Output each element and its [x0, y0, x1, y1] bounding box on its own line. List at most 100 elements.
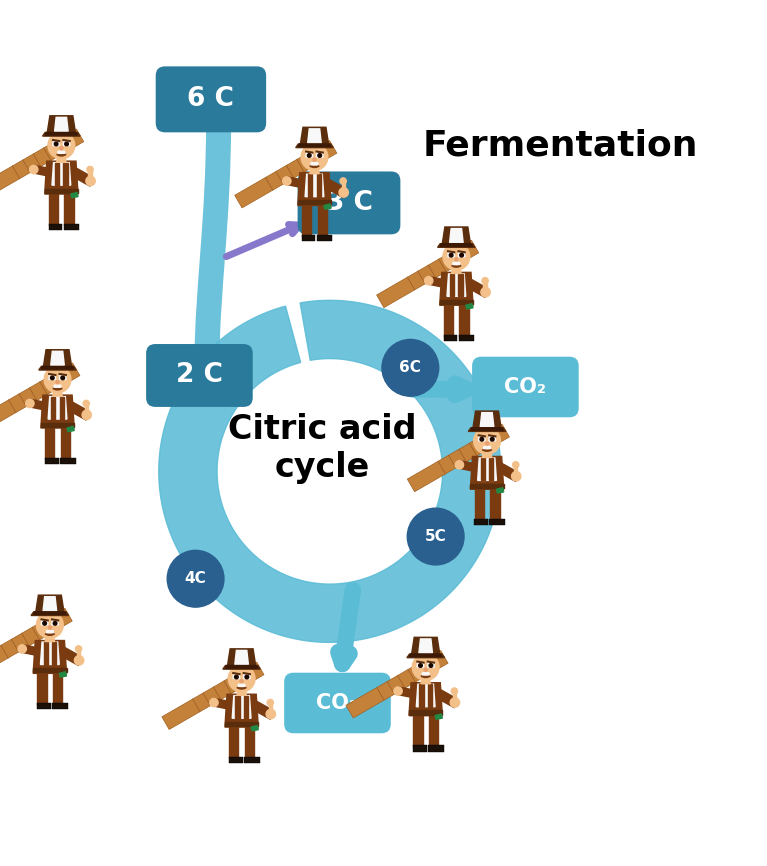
Polygon shape: [449, 229, 463, 242]
Circle shape: [210, 698, 218, 707]
Polygon shape: [459, 274, 463, 296]
Circle shape: [394, 687, 402, 695]
Circle shape: [18, 644, 26, 653]
Polygon shape: [225, 722, 258, 726]
Polygon shape: [422, 673, 430, 675]
Polygon shape: [49, 194, 58, 225]
Polygon shape: [483, 447, 491, 449]
Polygon shape: [410, 654, 442, 656]
Circle shape: [473, 427, 501, 455]
Polygon shape: [51, 352, 64, 365]
Polygon shape: [64, 647, 78, 666]
FancyBboxPatch shape: [146, 344, 253, 407]
Polygon shape: [458, 253, 465, 256]
Polygon shape: [41, 621, 48, 625]
Polygon shape: [377, 240, 479, 307]
Circle shape: [228, 664, 255, 693]
Polygon shape: [84, 404, 87, 410]
Text: CO₂: CO₂: [505, 377, 546, 397]
Polygon shape: [64, 163, 67, 185]
Text: 3 C: 3 C: [325, 190, 373, 216]
Circle shape: [318, 153, 321, 158]
Polygon shape: [317, 236, 332, 242]
Polygon shape: [223, 666, 260, 669]
Polygon shape: [0, 129, 84, 197]
Polygon shape: [54, 117, 68, 132]
Polygon shape: [448, 253, 455, 256]
Polygon shape: [53, 390, 62, 396]
Polygon shape: [64, 223, 79, 230]
Circle shape: [382, 339, 439, 396]
Polygon shape: [48, 116, 75, 132]
Polygon shape: [38, 674, 47, 705]
FancyBboxPatch shape: [298, 171, 400, 235]
Circle shape: [48, 626, 51, 629]
Circle shape: [313, 158, 316, 161]
Polygon shape: [298, 200, 331, 204]
FancyBboxPatch shape: [284, 673, 391, 734]
Polygon shape: [466, 304, 473, 309]
Polygon shape: [409, 682, 443, 715]
Polygon shape: [36, 595, 64, 612]
Text: 2 C: 2 C: [176, 363, 223, 389]
Polygon shape: [51, 145, 72, 154]
Polygon shape: [304, 157, 325, 165]
Circle shape: [339, 188, 348, 197]
Polygon shape: [430, 276, 442, 287]
Polygon shape: [399, 687, 411, 697]
Circle shape: [424, 668, 427, 671]
Polygon shape: [60, 457, 75, 464]
Polygon shape: [443, 227, 470, 243]
Circle shape: [450, 698, 459, 708]
Polygon shape: [235, 140, 337, 208]
Polygon shape: [38, 703, 51, 709]
Circle shape: [61, 376, 64, 379]
Polygon shape: [308, 174, 312, 197]
Polygon shape: [31, 399, 43, 410]
Polygon shape: [215, 698, 227, 708]
Polygon shape: [444, 335, 457, 341]
Circle shape: [443, 242, 470, 271]
Polygon shape: [43, 132, 80, 136]
Polygon shape: [413, 715, 423, 746]
Polygon shape: [88, 170, 91, 177]
Text: Fermentation: Fermentation: [422, 128, 698, 163]
Polygon shape: [417, 662, 424, 667]
Text: 5C: 5C: [425, 529, 446, 544]
Polygon shape: [45, 132, 77, 135]
Polygon shape: [0, 609, 72, 675]
Polygon shape: [44, 642, 48, 664]
Polygon shape: [251, 726, 258, 731]
Polygon shape: [475, 519, 488, 526]
Polygon shape: [341, 181, 344, 188]
Polygon shape: [409, 710, 443, 714]
Polygon shape: [346, 650, 448, 718]
Circle shape: [48, 132, 75, 159]
Circle shape: [481, 288, 490, 297]
Polygon shape: [229, 727, 239, 759]
Polygon shape: [476, 441, 498, 449]
Circle shape: [74, 656, 84, 665]
Polygon shape: [318, 205, 327, 236]
Polygon shape: [34, 612, 66, 615]
Polygon shape: [35, 165, 47, 176]
Polygon shape: [244, 695, 248, 718]
Circle shape: [44, 365, 71, 393]
Polygon shape: [45, 457, 58, 464]
Text: 6 C: 6 C: [187, 87, 235, 113]
Circle shape: [51, 376, 54, 379]
Polygon shape: [447, 274, 466, 296]
Circle shape: [54, 142, 58, 145]
Circle shape: [456, 461, 463, 469]
Polygon shape: [49, 375, 56, 379]
Polygon shape: [407, 424, 509, 492]
Polygon shape: [446, 256, 467, 265]
Text: 6C: 6C: [400, 360, 421, 375]
Polygon shape: [59, 672, 67, 677]
Circle shape: [56, 380, 59, 384]
Polygon shape: [43, 597, 57, 611]
Polygon shape: [429, 715, 438, 746]
Polygon shape: [421, 677, 430, 684]
Circle shape: [301, 143, 328, 171]
Polygon shape: [39, 625, 61, 633]
